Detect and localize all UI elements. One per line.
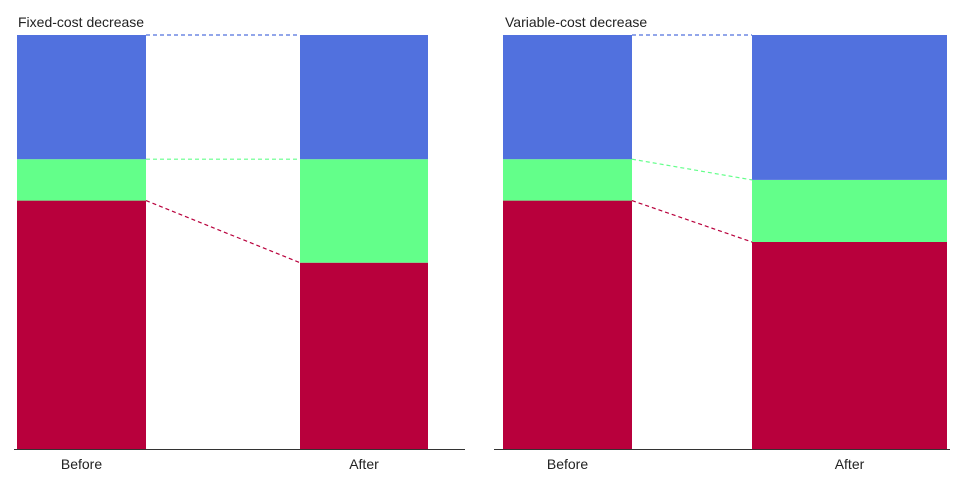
bar-segment-profit-before — [17, 35, 146, 160]
x-tick-label-before: Before — [61, 456, 102, 472]
bar-segment-fixed-cost-after — [300, 159, 428, 263]
bar-segment-fixed-cost-after — [752, 179, 947, 242]
connector-fixed-cost — [631, 158, 753, 181]
chart-title: Variable-cost decrease — [505, 14, 647, 30]
bar-segment-variable-cost-before — [503, 200, 632, 449]
bar-segment-profit-after — [752, 35, 947, 180]
connector-variable-cost — [631, 200, 753, 243]
x-tick-label-after: After — [835, 456, 865, 472]
bar-segment-variable-cost-after — [752, 242, 947, 449]
chart-title: Fixed-cost decrease — [18, 14, 144, 30]
bar-segment-variable-cost-before — [17, 200, 146, 449]
connector-variable-cost — [145, 200, 301, 264]
bar-segment-fixed-cost-before — [503, 159, 632, 201]
x-tick-label-before: Before — [547, 456, 588, 472]
bar-segment-profit-after — [300, 35, 428, 160]
chart-panel-1: Fixed-cost decrease Before After — [14, 14, 465, 472]
bar-segment-variable-cost-after — [300, 262, 428, 449]
bar-segment-profit-before — [503, 35, 632, 160]
bar-segment-fixed-cost-before — [17, 159, 146, 201]
chart-panel-2: Variable-cost decrease Before After — [494, 14, 950, 472]
x-tick-label-after: After — [349, 456, 379, 472]
